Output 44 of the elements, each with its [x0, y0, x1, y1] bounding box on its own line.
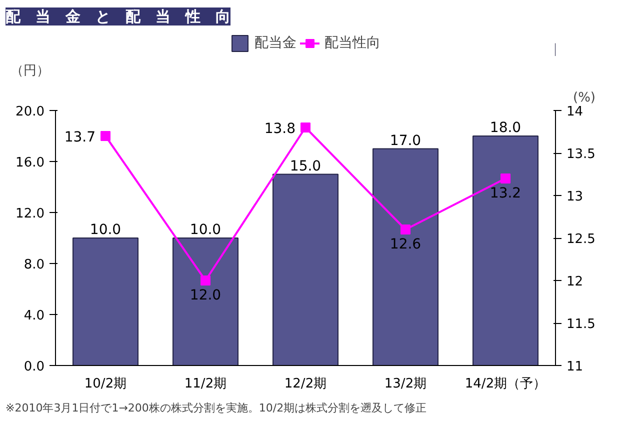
data-label: 12.6 [390, 236, 422, 252]
data-label: 15.0 [290, 158, 322, 174]
data-label: 12.0 [190, 288, 222, 304]
y-tick-label: 20.0 [16, 104, 45, 120]
point [400, 224, 410, 234]
y-tick-label: 8.0 [24, 258, 45, 272]
x-tick-label: 12/2期 [284, 376, 327, 392]
chart-title: 配 当 金 と 配 当 性 向 [6, 8, 230, 26]
y2-tick-label: 11.5 [566, 317, 596, 332]
point [200, 276, 210, 286]
y-tick-label: 4.0 [24, 308, 45, 324]
y-tick-label: 16.0 [16, 156, 45, 170]
y2-tick-label: 14 [566, 104, 584, 120]
x-tick-label: 14/2期（予） [464, 376, 546, 392]
bar [72, 238, 138, 366]
data-label: 13.8 [264, 121, 296, 137]
text: ※2010年3月1日付で1→200株の株式分割を実施。10/2期は株式分割を遡及して修正 [6, 402, 427, 414]
x-tick-label: 10/2期 [84, 376, 127, 392]
data-label: 13.7 [64, 130, 96, 146]
y-tick-label: 0.0 [24, 360, 45, 374]
y2-tick-label: 12.5 [566, 232, 596, 247]
data-label: 17.0 [390, 132, 422, 149]
data-label: 10.0 [90, 222, 122, 238]
y2-tick-label: 13.5 [566, 147, 596, 162]
y-tick-label: 12.0 [16, 206, 45, 222]
x-tick-label: 13/2期 [384, 376, 427, 392]
y2-axis-title: (%) [573, 90, 596, 106]
bar [372, 148, 438, 366]
point [300, 122, 310, 132]
data-label: 18.0 [490, 120, 522, 136]
data-label: 10.0 [190, 222, 222, 238]
point [100, 131, 110, 141]
x-tick-label: 11/2期 [184, 376, 227, 392]
y2-tick-label: 12 [566, 274, 584, 290]
point [500, 174, 510, 184]
data-label: 13.2 [490, 186, 522, 202]
y-axis-title: （円） [10, 64, 50, 78]
bar [172, 238, 238, 366]
y2-tick-label: 13 [566, 190, 584, 204]
y2-tick-label: 11 [566, 360, 584, 374]
bar [272, 174, 338, 366]
legend-label: 配当性向 [324, 34, 380, 52]
bar [472, 136, 538, 366]
legend-label: 配当金 [254, 34, 296, 52]
